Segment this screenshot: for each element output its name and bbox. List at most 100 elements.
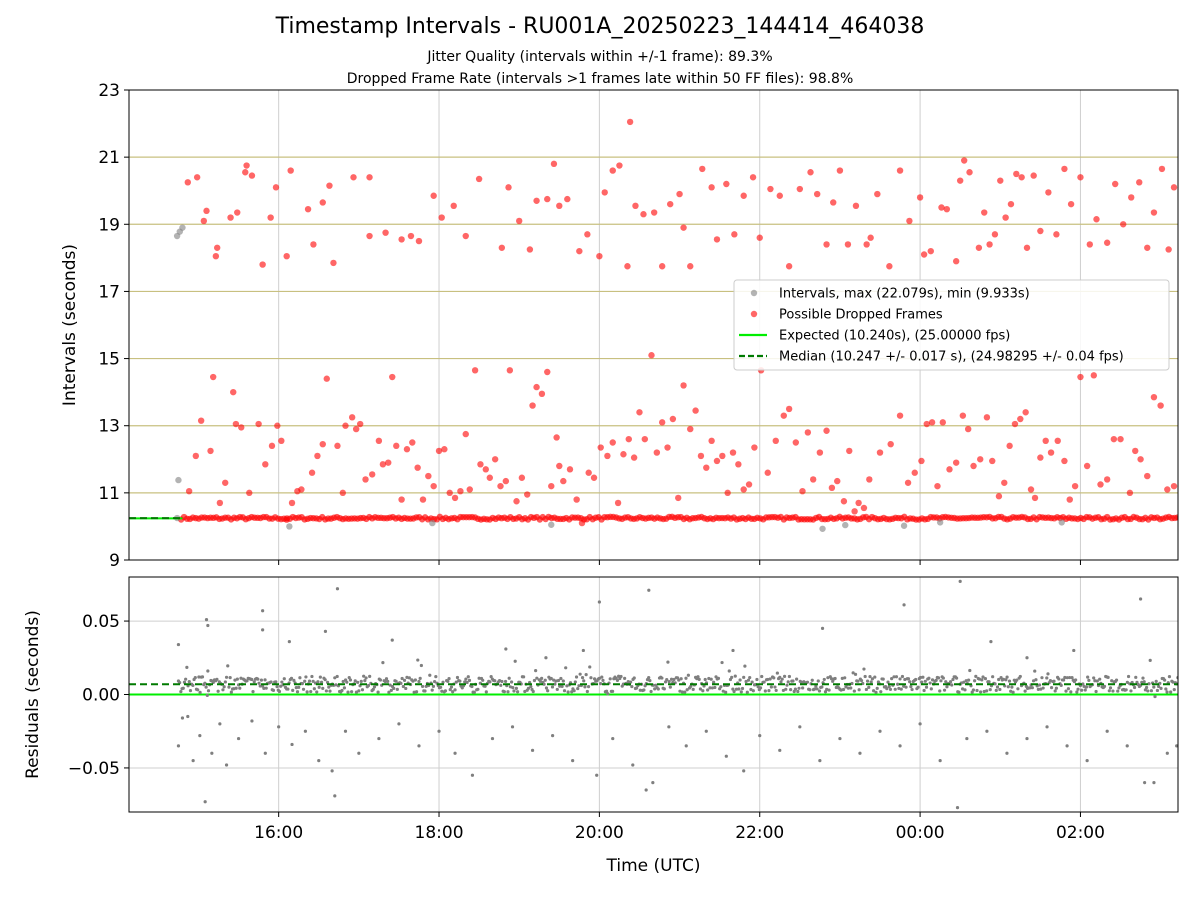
dropped-frame-point bbox=[658, 419, 666, 426]
residual-band-point bbox=[400, 676, 404, 681]
residual-band-point bbox=[810, 678, 814, 682]
residual-band-point bbox=[916, 685, 920, 689]
residual-band-point bbox=[205, 693, 209, 697]
dropped-frame-point bbox=[823, 241, 830, 248]
residual-point bbox=[218, 722, 222, 726]
residual-band-point bbox=[404, 686, 408, 691]
residual-band-point bbox=[968, 668, 972, 673]
residual-point bbox=[571, 758, 575, 763]
residual-point bbox=[186, 714, 190, 719]
residual-point bbox=[180, 716, 185, 720]
residual-point bbox=[651, 781, 655, 785]
residual-point bbox=[838, 736, 842, 741]
residual-band-point bbox=[746, 678, 751, 682]
residual-band-point bbox=[310, 674, 314, 679]
residual-band-point bbox=[440, 689, 444, 693]
dropped-frame-point bbox=[334, 442, 341, 450]
residual-band-point bbox=[1018, 674, 1022, 679]
residual-band-point bbox=[378, 678, 383, 682]
residual-band-point bbox=[885, 687, 889, 691]
dropped-frame-point bbox=[566, 466, 574, 473]
bottom-ytick-label: 0.05 bbox=[82, 612, 120, 632]
dropped-frame-point bbox=[703, 464, 710, 471]
dropped-frame-point bbox=[230, 388, 237, 396]
residual-band-point bbox=[502, 690, 506, 694]
legend-label-3: Median (10.247 +/- 0.017 s), (24.98295 +… bbox=[779, 350, 1124, 365]
dropped-frame-point bbox=[641, 435, 649, 443]
residual-band-point bbox=[666, 660, 670, 664]
residual-band-point bbox=[805, 680, 810, 684]
residual-band-point bbox=[327, 685, 331, 689]
dropped-frame-point bbox=[977, 456, 984, 463]
dropped-frame-point bbox=[379, 461, 387, 468]
bottom-xtick-label: 20:00 bbox=[575, 823, 624, 843]
residual-band-point bbox=[1023, 689, 1027, 693]
residual-band-point bbox=[234, 686, 238, 690]
residual-band-point bbox=[1041, 686, 1045, 690]
residual-band-point bbox=[781, 688, 785, 693]
dropped-frame-point bbox=[356, 420, 364, 428]
dropped-frame-point bbox=[780, 412, 787, 419]
dropped-frame-point bbox=[585, 469, 592, 476]
residual-point bbox=[203, 800, 207, 804]
residual-band-point bbox=[354, 690, 359, 694]
residual-band-point bbox=[431, 684, 436, 688]
dropped-frame-point bbox=[1022, 409, 1029, 416]
interval-point bbox=[1058, 519, 1065, 526]
dropped-frame-point bbox=[601, 189, 608, 196]
residual-band-point bbox=[749, 687, 753, 692]
residual-band-point bbox=[228, 676, 232, 680]
residual-band-point bbox=[1092, 676, 1096, 680]
residual-band-point bbox=[514, 686, 518, 690]
residual-band-point bbox=[307, 679, 312, 683]
residual-band-point bbox=[197, 675, 201, 679]
residual-band-point bbox=[206, 689, 211, 693]
dropped-frame-point bbox=[960, 157, 968, 164]
residual-band-point bbox=[423, 689, 427, 693]
residual-band-point bbox=[271, 688, 276, 692]
residual-band-point bbox=[870, 677, 874, 681]
dropped-frame-point bbox=[614, 499, 622, 507]
dropped-frame-point bbox=[366, 232, 373, 240]
residual-band-point bbox=[582, 679, 586, 683]
residual-band-point bbox=[1049, 685, 1054, 690]
interval-point bbox=[936, 519, 944, 526]
residual-band-point bbox=[672, 677, 676, 682]
residual-band-point bbox=[815, 687, 819, 691]
residual-point bbox=[1005, 751, 1009, 755]
residual-band-point bbox=[295, 690, 300, 694]
dropped-frame-point bbox=[243, 162, 250, 169]
chart-subtitle-dropped: Dropped Frame Rate (intervals >1 frames … bbox=[346, 71, 854, 87]
residual-point bbox=[1125, 744, 1129, 748]
residual-band-point bbox=[233, 678, 237, 682]
residual-band-point bbox=[465, 680, 469, 685]
residual-point bbox=[510, 725, 515, 729]
residual-band-point bbox=[629, 680, 633, 684]
dropped-frame-point bbox=[764, 469, 771, 476]
residual-band-point bbox=[1081, 682, 1085, 686]
legend-box bbox=[733, 279, 1170, 371]
residual-point bbox=[277, 725, 281, 729]
residual-band-point bbox=[185, 665, 189, 669]
residual-band-point bbox=[706, 688, 710, 692]
residual-band-point bbox=[1010, 685, 1014, 689]
residual-point bbox=[206, 623, 210, 628]
dropped-frame-point bbox=[749, 174, 757, 181]
residual-band-point bbox=[894, 675, 899, 679]
residual-band-point bbox=[766, 677, 770, 682]
residual-band-point bbox=[583, 685, 587, 689]
residual-band-point bbox=[216, 689, 220, 693]
residual-point bbox=[1152, 781, 1156, 785]
dropped-frame-point bbox=[1144, 472, 1151, 480]
residual-band-point bbox=[789, 688, 793, 692]
residual-band-point bbox=[257, 681, 261, 685]
residual-band-point bbox=[768, 677, 772, 681]
dropped-frame-point bbox=[855, 499, 862, 507]
residual-band-point bbox=[291, 688, 295, 692]
residual-band-point bbox=[786, 680, 790, 684]
residual-band-point bbox=[957, 690, 961, 694]
residual-band-point bbox=[222, 685, 226, 689]
dropped-frame-point bbox=[1061, 165, 1068, 173]
dropped-frame-point bbox=[630, 454, 638, 461]
residual-band-point bbox=[556, 678, 561, 683]
